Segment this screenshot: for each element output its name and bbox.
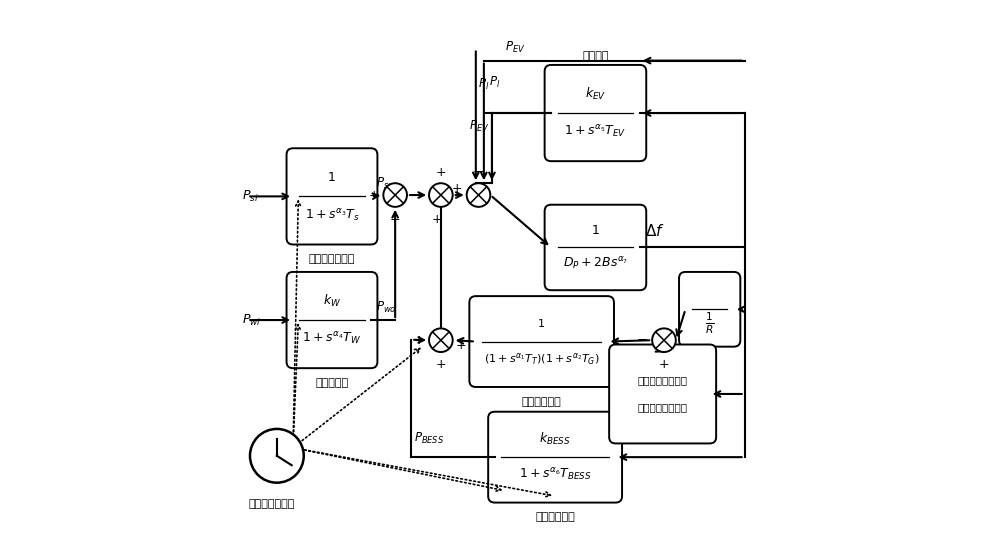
FancyBboxPatch shape bbox=[609, 345, 716, 443]
FancyBboxPatch shape bbox=[488, 412, 622, 502]
Text: +: + bbox=[368, 188, 379, 201]
Text: $\frac{1}{R}$: $\frac{1}{R}$ bbox=[705, 311, 714, 336]
FancyBboxPatch shape bbox=[545, 205, 646, 290]
Text: 电动汽车: 电动汽车 bbox=[582, 51, 609, 61]
Text: $1+s^{\alpha_5}T_{EV}$: $1+s^{\alpha_5}T_{EV}$ bbox=[564, 124, 627, 140]
FancyBboxPatch shape bbox=[679, 272, 740, 347]
Text: +: + bbox=[431, 213, 442, 227]
Text: $P_{wi}$: $P_{wi}$ bbox=[242, 312, 261, 328]
Circle shape bbox=[429, 328, 453, 352]
Text: 1: 1 bbox=[328, 171, 336, 183]
Text: +: + bbox=[659, 359, 669, 371]
FancyBboxPatch shape bbox=[287, 149, 377, 245]
Text: $P_{si}$: $P_{si}$ bbox=[242, 189, 258, 204]
Text: $D_P+2Bs^{\alpha_7}$: $D_P+2Bs^{\alpha_7}$ bbox=[563, 256, 628, 272]
Text: 1: 1 bbox=[591, 224, 599, 238]
Text: $k_W$: $k_W$ bbox=[323, 293, 341, 309]
Text: +: + bbox=[436, 166, 446, 179]
Text: $1+s^{\alpha_4}T_W$: $1+s^{\alpha_4}T_W$ bbox=[302, 331, 362, 347]
Circle shape bbox=[250, 429, 304, 483]
Text: 1: 1 bbox=[538, 319, 545, 329]
Text: $P_{BESS}$: $P_{BESS}$ bbox=[414, 431, 444, 447]
FancyBboxPatch shape bbox=[287, 272, 377, 368]
Text: $P_{EV}$: $P_{EV}$ bbox=[505, 40, 526, 55]
Text: +: + bbox=[414, 334, 425, 347]
Text: 柴油发电机组: 柴油发电机组 bbox=[522, 396, 562, 407]
Text: $k_{EV}$: $k_{EV}$ bbox=[585, 86, 606, 102]
Text: $P_{EV}$: $P_{EV}$ bbox=[469, 118, 489, 134]
Text: $P_{so}$: $P_{so}$ bbox=[376, 176, 394, 191]
Text: $k_{BESS}$: $k_{BESS}$ bbox=[539, 431, 571, 447]
Text: $P_l$: $P_l$ bbox=[489, 75, 501, 90]
Text: +: + bbox=[390, 213, 400, 227]
Text: −: − bbox=[636, 333, 648, 347]
FancyBboxPatch shape bbox=[469, 296, 614, 387]
Circle shape bbox=[383, 183, 407, 207]
Text: −: − bbox=[473, 165, 484, 179]
Text: 自适应有限时间跟: 自适应有限时间跟 bbox=[638, 376, 688, 385]
Text: +: + bbox=[455, 339, 466, 352]
Text: +: + bbox=[452, 182, 462, 195]
Text: $1+s^{\alpha_6}T_{BESS}$: $1+s^{\alpha_6}T_{BESS}$ bbox=[519, 467, 591, 483]
Text: $\Delta f$: $\Delta f$ bbox=[645, 223, 665, 239]
Text: $1+s^{\alpha_3}T_s$: $1+s^{\alpha_3}T_s$ bbox=[305, 207, 359, 224]
Circle shape bbox=[429, 183, 453, 207]
Circle shape bbox=[467, 183, 490, 207]
Text: 电池储能系统: 电池储能系统 bbox=[535, 512, 575, 523]
Text: $P_l$: $P_l$ bbox=[478, 76, 490, 92]
Text: $P_{wo}$: $P_{wo}$ bbox=[376, 300, 397, 314]
Text: 太阳能光伏系统: 太阳能光伏系统 bbox=[309, 254, 355, 264]
Text: 变时延网络攻击: 变时延网络攻击 bbox=[248, 499, 295, 509]
Circle shape bbox=[652, 328, 676, 352]
Text: 踪终端滑模控制器: 踪终端滑模控制器 bbox=[638, 402, 688, 412]
FancyBboxPatch shape bbox=[545, 65, 646, 161]
Text: $(1+s^{\alpha_1}T_T)(1+s^{\alpha_2}T_G)$: $(1+s^{\alpha_1}T_T)(1+s^{\alpha_2}T_G)$ bbox=[484, 352, 600, 367]
Text: +: + bbox=[436, 359, 446, 371]
Text: 风力发电机: 风力发电机 bbox=[315, 378, 349, 388]
